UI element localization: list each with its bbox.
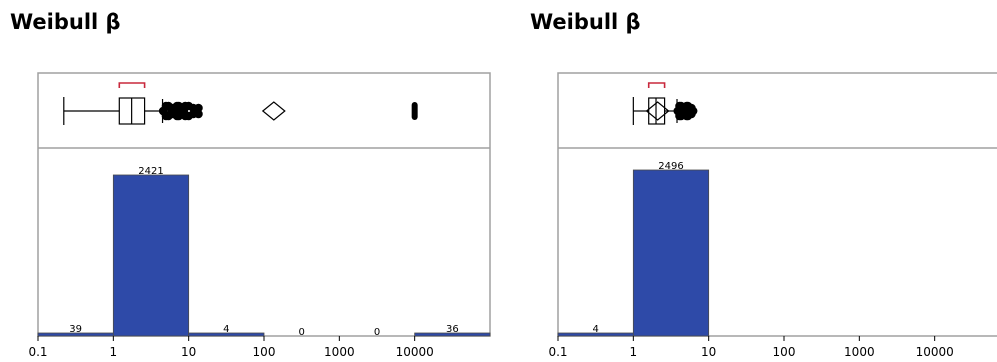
x-tick-label: 10 (181, 345, 196, 359)
bar-count-label: 2421 (138, 166, 163, 177)
histogram-bar (188, 332, 265, 337)
bar-count-label: 4 (592, 324, 598, 335)
shortest-half-bracket (647, 82, 666, 88)
shortest-half-bracket (118, 82, 146, 88)
plot-frame (557, 72, 997, 337)
bar-count-label: 0 (374, 327, 380, 338)
x-tick-label: 100 (253, 345, 276, 359)
bar-count-label: 4 (223, 324, 229, 335)
chart-panel-left: Weibull β 39 2421 4 0 0 36 0.1 1 10 100 1000 10000 (10, 10, 491, 359)
histogram-bar (632, 169, 710, 337)
x-tick-label: 1 (630, 345, 638, 359)
chart-title: Weibull β (10, 10, 121, 34)
histogram-bar (112, 174, 190, 337)
x-tick-label: 10000 (916, 345, 954, 359)
bar-count-label: 36 (446, 324, 459, 335)
mean-diamond (261, 101, 286, 121)
histogram-bar (414, 332, 491, 337)
bar-count-label: 0 (298, 327, 304, 338)
outlier-point (411, 102, 418, 120)
mean-diamond (645, 101, 670, 121)
x-tick-label: 10000 (396, 345, 434, 359)
box-iqr (648, 97, 666, 125)
x-tick-label: 10 (701, 345, 716, 359)
chart-title: Weibull β (530, 10, 641, 34)
outlier-point (194, 103, 203, 113)
x-tick-label: 1000 (324, 345, 355, 359)
bar-count-label: 2496 (658, 161, 683, 172)
x-tick-label: 1 (110, 345, 118, 359)
bar-count-label: 39 (69, 324, 82, 335)
x-tick-label: 100 (773, 345, 796, 359)
chart-panel-right: Weibull β 4 2496 0.1 1 10 100 1000 10000 (530, 10, 997, 359)
x-tick-label: 0.1 (548, 345, 567, 359)
outlier-point (194, 109, 203, 119)
x-tick-label: 0.1 (28, 345, 47, 359)
x-tick-label: 1000 (844, 345, 875, 359)
outlier-point (688, 106, 698, 116)
